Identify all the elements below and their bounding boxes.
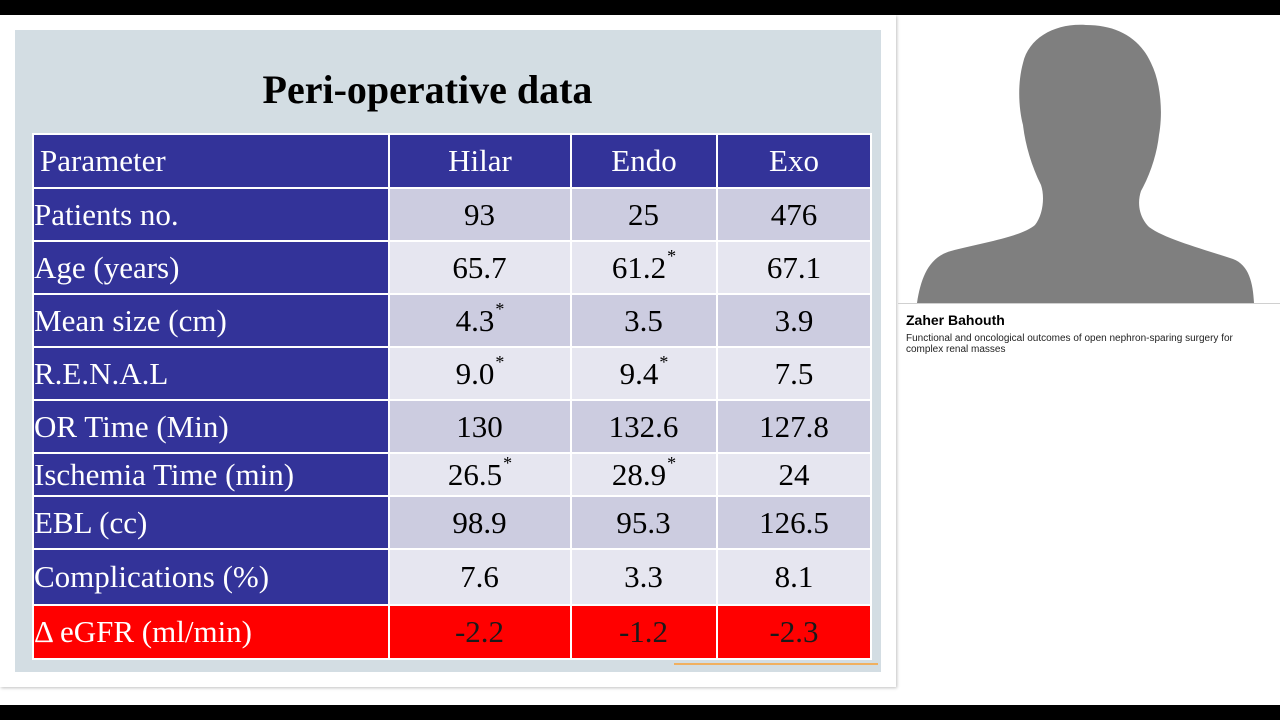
table-header-row: Parameter Hilar Endo Exo <box>32 133 872 189</box>
cell-hilar: 26.5* <box>388 452 572 497</box>
row-label: OR Time (Min) <box>32 399 390 454</box>
cell-hilar: 7.6 <box>388 548 572 606</box>
cell-exo: 67.1 <box>716 240 872 295</box>
cell-exo: 127.8 <box>716 399 872 454</box>
row-label: Patients no. <box>32 187 390 242</box>
row-label: Δ eGFR (ml/min) <box>32 604 390 660</box>
row-label: Ischemia Time (min) <box>32 452 390 497</box>
cell-exo: 3.9 <box>716 293 872 348</box>
cell-exo: 24 <box>716 452 872 497</box>
table-row: Complications (%) 7.6 3.3 8.1 <box>32 548 872 606</box>
cell-exo: 126.5 <box>716 495 872 550</box>
cell-hilar: 9.0* <box>388 346 572 401</box>
cell-endo: 9.4* <box>570 346 718 401</box>
cell-endo: -1.2 <box>570 604 718 660</box>
slide: Peri-operative data Parameter Hilar Endo… <box>15 30 881 672</box>
row-label: Complications (%) <box>32 548 390 606</box>
table-row-highlight: Δ eGFR (ml/min) -2.2 -1.2 -2.3 <box>32 604 872 660</box>
header-parameter: Parameter <box>32 133 390 189</box>
cell-endo: 132.6 <box>570 399 718 454</box>
table-row: EBL (cc) 98.9 95.3 126.5 <box>32 495 872 550</box>
header-exo: Exo <box>716 133 872 189</box>
slide-panel: Peri-operative data Parameter Hilar Endo… <box>0 15 896 687</box>
speaker-name: Zaher Bahouth <box>906 312 1005 328</box>
cell-hilar: 93 <box>388 187 572 242</box>
letterbox-bottom <box>0 705 1280 720</box>
table-row: Patients no. 93 25 476 <box>32 187 872 242</box>
letterbox-top <box>0 0 1280 15</box>
cell-endo: 95.3 <box>570 495 718 550</box>
cell-hilar: 65.7 <box>388 240 572 295</box>
cell-hilar: 4.3* <box>388 293 572 348</box>
row-label: R.E.N.A.L <box>32 346 390 401</box>
row-label: Age (years) <box>32 240 390 295</box>
cell-hilar: -2.2 <box>388 604 572 660</box>
row-label: Mean size (cm) <box>32 293 390 348</box>
slide-title: Peri-operative data <box>262 67 593 112</box>
speaker-video-panel <box>911 15 1280 303</box>
cell-exo: 476 <box>716 187 872 242</box>
table-row: OR Time (Min) 130 132.6 127.8 <box>32 399 872 454</box>
peri-operative-table: Parameter Hilar Endo Exo Patients no. 93… <box>32 133 872 660</box>
cell-exo: -2.3 <box>716 604 872 660</box>
table-row: Ischemia Time (min) 26.5* 28.9* 24 <box>32 452 872 497</box>
cell-endo: 28.9* <box>570 452 718 497</box>
header-hilar: Hilar <box>388 133 572 189</box>
cell-exo: 8.1 <box>716 548 872 606</box>
cell-hilar: 130 <box>388 399 572 454</box>
table-row: Age (years) 65.7 61.2* 67.1 <box>32 240 872 295</box>
person-silhouette-icon <box>917 24 1254 303</box>
cell-endo: 61.2* <box>570 240 718 295</box>
row-label: EBL (cc) <box>32 495 390 550</box>
cell-endo: 25 <box>570 187 718 242</box>
table-row: Mean size (cm) 4.3* 3.5 3.9 <box>32 293 872 348</box>
cell-endo: 3.5 <box>570 293 718 348</box>
cell-exo: 7.5 <box>716 346 872 401</box>
header-endo: Endo <box>570 133 718 189</box>
table-row: R.E.N.A.L 9.0* 9.4* 7.5 <box>32 346 872 401</box>
talk-title: Functional and oncological outcomes of o… <box>906 333 1233 355</box>
divider <box>898 303 1280 304</box>
cell-endo: 3.3 <box>570 548 718 606</box>
cell-hilar: 98.9 <box>388 495 572 550</box>
decorative-underline <box>674 663 878 665</box>
